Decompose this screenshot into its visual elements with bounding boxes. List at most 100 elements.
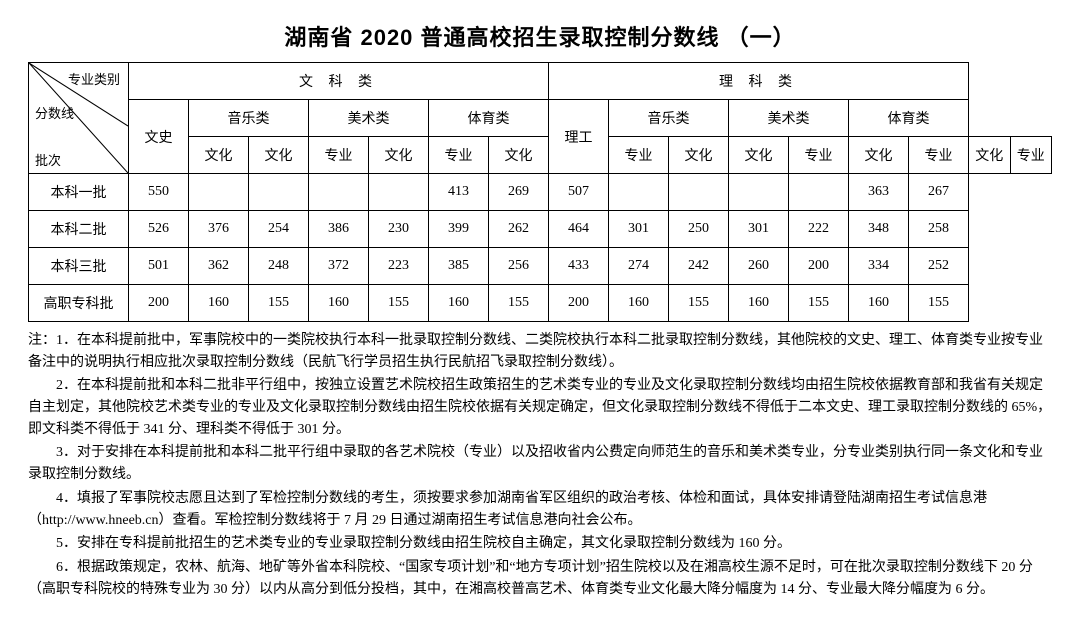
col-leaf: 文化 [189, 137, 249, 174]
score-table: 专业类别 分数线 批次 文 科 类 理 科 类 文史 音乐类 美术类 体育类 理… [28, 62, 1052, 322]
note-paragraph: 3．对于安排在本科提前批和本科二批平行组中录取的各艺术院校（专业）以及招收省内公… [28, 442, 1052, 485]
score-cell: 160 [849, 285, 909, 322]
col-leaf: 文化 [369, 137, 429, 174]
score-cell: 274 [609, 248, 669, 285]
score-cell: 269 [489, 174, 549, 211]
score-cell: 399 [429, 211, 489, 248]
score-cell [309, 174, 369, 211]
score-cell: 433 [549, 248, 609, 285]
score-cell: 348 [849, 211, 909, 248]
score-cell: 363 [849, 174, 909, 211]
score-cell: 155 [789, 285, 849, 322]
note-paragraph: 4．填报了军事院校志愿且达到了军检控制分数线的考生，须按要求参加湖南省军区组织的… [28, 488, 1052, 531]
score-cell: 526 [129, 211, 189, 248]
row-label: 本科二批 [29, 211, 129, 248]
score-cell: 155 [489, 285, 549, 322]
score-cell: 464 [549, 211, 609, 248]
score-cell: 160 [729, 285, 789, 322]
row-label: 高职专科批 [29, 285, 129, 322]
score-cell: 155 [909, 285, 969, 322]
score-cell: 160 [189, 285, 249, 322]
score-cell: 155 [369, 285, 429, 322]
col-leaf: 文化 [729, 137, 789, 174]
score-cell: 160 [309, 285, 369, 322]
col-wen-yy: 音乐类 [189, 100, 309, 137]
score-cell: 200 [129, 285, 189, 322]
table-row: 本科三批501362248372223385256433274242260200… [29, 248, 1052, 285]
table-row: 高职专科批20016015516015516015520016015516015… [29, 285, 1052, 322]
col-leaf: 文化 [669, 137, 729, 174]
score-cell: 385 [429, 248, 489, 285]
score-cell: 155 [249, 285, 309, 322]
diagonal-header: 专业类别 分数线 批次 [29, 63, 129, 174]
score-cell [189, 174, 249, 211]
score-cell: 242 [669, 248, 729, 285]
score-cell [729, 174, 789, 211]
score-cell: 301 [609, 211, 669, 248]
table-row: 本科一批550 413269507 363267 [29, 174, 1052, 211]
col-leaf: 专业 [429, 137, 489, 174]
diag-label-bot: 批次 [35, 150, 61, 169]
score-cell: 254 [249, 211, 309, 248]
score-cell [609, 174, 669, 211]
row-label: 本科三批 [29, 248, 129, 285]
score-cell: 262 [489, 211, 549, 248]
score-cell: 155 [669, 285, 729, 322]
score-cell: 160 [609, 285, 669, 322]
col-ws: 文史 [129, 100, 189, 174]
score-cell [669, 174, 729, 211]
col-leaf: 专业 [309, 137, 369, 174]
score-cell: 550 [129, 174, 189, 211]
note-paragraph: 5．安排在专科提前批招生的艺术类专业的专业录取控制分数线由招生院校自主确定，其文… [28, 533, 1052, 555]
score-cell: 372 [309, 248, 369, 285]
score-cell: 362 [189, 248, 249, 285]
col-leaf: 专业 [1010, 137, 1052, 174]
col-group-li: 理 科 类 [549, 63, 969, 100]
score-cell [789, 174, 849, 211]
score-cell: 334 [849, 248, 909, 285]
score-cell: 376 [189, 211, 249, 248]
score-cell: 200 [789, 248, 849, 285]
table-row: 本科二批526376254386230399262464301250301222… [29, 211, 1052, 248]
score-cell: 160 [429, 285, 489, 322]
col-leaf: 专业 [609, 137, 669, 174]
score-cell: 252 [909, 248, 969, 285]
score-cell: 230 [369, 211, 429, 248]
score-cell: 250 [669, 211, 729, 248]
notes-section: 注：1．在本科提前批中，军事院校中的一类院校执行本科一批录取控制分数线、二类院校… [28, 330, 1052, 600]
score-cell: 256 [489, 248, 549, 285]
score-cell: 413 [429, 174, 489, 211]
col-li-yy: 音乐类 [609, 100, 729, 137]
score-cell: 501 [129, 248, 189, 285]
col-wen-ms: 美术类 [309, 100, 429, 137]
col-leaf: 文化 [249, 137, 309, 174]
note-paragraph: 2．在本科提前批和本科二批非平行组中，按独立设置艺术院校招生政策招生的艺术类专业… [28, 375, 1052, 440]
row-label: 本科一批 [29, 174, 129, 211]
score-cell: 248 [249, 248, 309, 285]
score-cell [249, 174, 309, 211]
col-wen-ty: 体育类 [429, 100, 549, 137]
col-leaf: 专业 [789, 137, 849, 174]
score-cell: 200 [549, 285, 609, 322]
score-cell: 267 [909, 174, 969, 211]
score-cell: 223 [369, 248, 429, 285]
score-cell: 507 [549, 174, 609, 211]
score-cell: 301 [729, 211, 789, 248]
col-group-wen: 文 科 类 [129, 63, 549, 100]
score-cell: 260 [729, 248, 789, 285]
col-leaf: 文化 [969, 137, 1011, 174]
diag-label-mid: 分数线 [35, 103, 74, 122]
diag-label-top: 专业类别 [68, 69, 120, 88]
col-leaf: 专业 [909, 137, 969, 174]
note-paragraph: 注：1．在本科提前批中，军事院校中的一类院校执行本科一批录取控制分数线、二类院校… [28, 330, 1052, 373]
score-cell: 258 [909, 211, 969, 248]
col-li-ms: 美术类 [729, 100, 849, 137]
note-paragraph: 6．根据政策规定，农林、航海、地矿等外省本科院校、“国家专项计划”和“地方专项计… [28, 557, 1052, 600]
col-li-ty: 体育类 [849, 100, 969, 137]
score-cell [369, 174, 429, 211]
score-cell: 222 [789, 211, 849, 248]
col-leaf: 文化 [849, 137, 909, 174]
score-cell: 386 [309, 211, 369, 248]
col-lg: 理工 [549, 100, 609, 174]
page-title: 湖南省 2020 普通高校招生录取控制分数线 （一） [28, 20, 1052, 52]
